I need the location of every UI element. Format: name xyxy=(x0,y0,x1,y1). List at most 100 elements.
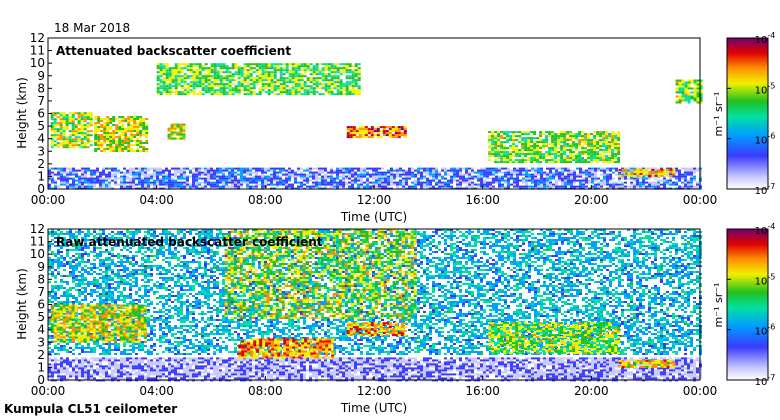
heat-cell xyxy=(696,183,699,186)
heat-cell xyxy=(273,173,276,176)
heat-cell xyxy=(596,147,600,150)
heat-cell xyxy=(564,175,567,178)
heat-cell xyxy=(96,177,99,180)
heat-cell xyxy=(62,112,66,115)
heat-cell xyxy=(225,71,229,74)
heat-cell xyxy=(587,133,591,136)
heat-cell xyxy=(554,139,558,142)
heat-cell xyxy=(147,169,150,172)
heat-cell xyxy=(182,123,186,126)
heat-cell xyxy=(264,181,267,184)
heat-cell xyxy=(681,89,685,92)
heat-cell xyxy=(139,136,143,138)
heat-cell xyxy=(690,181,693,184)
heat-cell xyxy=(663,183,666,186)
heat-cell xyxy=(342,93,346,96)
heat-cell xyxy=(594,167,597,170)
heat-cell xyxy=(288,81,292,84)
heat-cell xyxy=(564,239,567,241)
heat-cell xyxy=(252,179,255,182)
heat-cell xyxy=(687,99,691,102)
heat-cell xyxy=(549,231,552,233)
heat-cell xyxy=(249,173,252,176)
heat-cell xyxy=(549,171,552,174)
heat-cell xyxy=(603,169,606,172)
heat-cell xyxy=(69,185,72,188)
heat-cell xyxy=(324,169,327,172)
heat-cell xyxy=(51,173,54,176)
heat-cell xyxy=(525,181,528,184)
heat-cell xyxy=(99,173,102,176)
heat-cell xyxy=(87,185,90,188)
heat-cell xyxy=(186,183,189,186)
heat-cell xyxy=(542,153,546,156)
heat-cell xyxy=(352,132,356,135)
heat-cell xyxy=(198,175,201,178)
heat-cell xyxy=(171,181,174,184)
heat-cell xyxy=(207,235,210,237)
heat-cell xyxy=(432,185,435,188)
heat-cell xyxy=(575,155,579,158)
heat-cell xyxy=(491,139,495,142)
heat-cell xyxy=(468,233,471,235)
heat-cell xyxy=(573,175,576,178)
heat-cell xyxy=(515,131,519,134)
heat-cell xyxy=(534,181,537,184)
heat-cell xyxy=(255,69,259,72)
heat-cell xyxy=(258,167,261,170)
heat-cell xyxy=(105,239,108,241)
heat-cell xyxy=(159,239,162,241)
heat-cell xyxy=(585,177,588,180)
heat-cell xyxy=(115,146,119,148)
heat-cell xyxy=(121,124,125,126)
heat-cell xyxy=(276,173,279,176)
heat-cell xyxy=(285,93,289,96)
heat-cell xyxy=(180,75,184,78)
heat-cell xyxy=(539,153,543,156)
heat-cell xyxy=(471,181,474,184)
heat-cell xyxy=(355,128,359,131)
heat-cell xyxy=(483,173,486,176)
heat-cell xyxy=(167,135,171,138)
heat-cell xyxy=(204,241,207,243)
heat-cell xyxy=(139,116,143,118)
heat-cell xyxy=(339,89,343,92)
heat-cell xyxy=(282,63,286,66)
heat-cell xyxy=(603,175,606,178)
heat-cell xyxy=(333,181,336,184)
heat-cell xyxy=(81,169,84,172)
heat-cell xyxy=(57,173,60,176)
heat-cell xyxy=(123,179,126,182)
heat-cell xyxy=(126,229,129,231)
heat-cell xyxy=(339,63,343,66)
heat-cell xyxy=(129,183,132,186)
heat-cell xyxy=(170,123,174,126)
heat-cell xyxy=(300,185,303,188)
heat-cell xyxy=(96,181,99,184)
heat-cell xyxy=(87,231,90,233)
heat-cell xyxy=(189,169,192,172)
heat-cell xyxy=(417,171,420,174)
heat-feature xyxy=(675,79,703,104)
heat-cell xyxy=(77,146,81,149)
heat-cell xyxy=(50,122,54,125)
heat-cell xyxy=(53,126,57,129)
heat-cell xyxy=(173,137,177,140)
heat-cell xyxy=(62,132,66,135)
heat-cell xyxy=(617,153,621,156)
heat-cell xyxy=(621,185,624,188)
heat-cell xyxy=(258,91,262,94)
heat-cell xyxy=(150,233,153,235)
heat-cell xyxy=(56,122,60,125)
heat-cell xyxy=(276,183,279,186)
heat-cell xyxy=(375,173,378,176)
heat-cell xyxy=(545,137,549,140)
heat-cell xyxy=(498,175,501,178)
heat-cell xyxy=(621,167,624,170)
heat-cell xyxy=(53,118,57,121)
heat-cell xyxy=(348,71,352,74)
heat-cell xyxy=(608,157,612,160)
heat-cell xyxy=(614,147,618,150)
heat-cell xyxy=(162,233,165,235)
heat-cell xyxy=(51,179,54,182)
